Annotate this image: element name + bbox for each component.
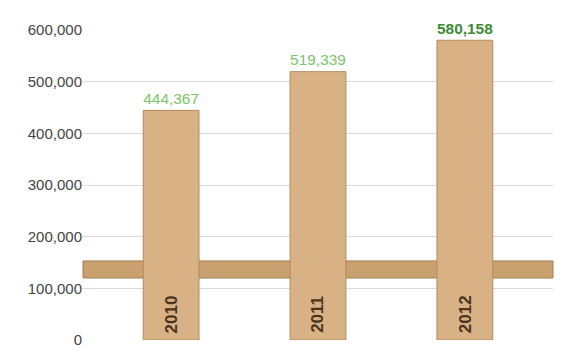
svg-text:444,367: 444,367: [143, 90, 199, 107]
svg-text:0: 0: [74, 331, 82, 348]
svg-text:519,339: 519,339: [290, 51, 346, 68]
svg-text:200,000: 200,000: [28, 228, 82, 245]
svg-text:500,000: 500,000: [28, 73, 82, 90]
svg-text:400,000: 400,000: [28, 125, 82, 142]
svg-text:2010: 2010: [162, 296, 181, 334]
svg-text:580,158: 580,158: [437, 20, 493, 37]
svg-text:2011: 2011: [308, 296, 327, 333]
svg-text:100,000: 100,000: [28, 280, 82, 297]
svg-text:600,000: 600,000: [28, 21, 82, 38]
svg-text:300,000: 300,000: [28, 176, 82, 193]
svg-text:2012: 2012: [456, 295, 475, 333]
